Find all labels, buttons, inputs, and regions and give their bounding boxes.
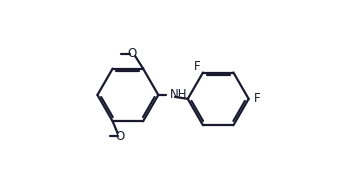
Text: F: F [253, 92, 260, 105]
Text: O: O [128, 47, 137, 60]
Text: O: O [115, 130, 124, 143]
Text: F: F [194, 60, 201, 73]
Text: NH: NH [169, 88, 187, 101]
